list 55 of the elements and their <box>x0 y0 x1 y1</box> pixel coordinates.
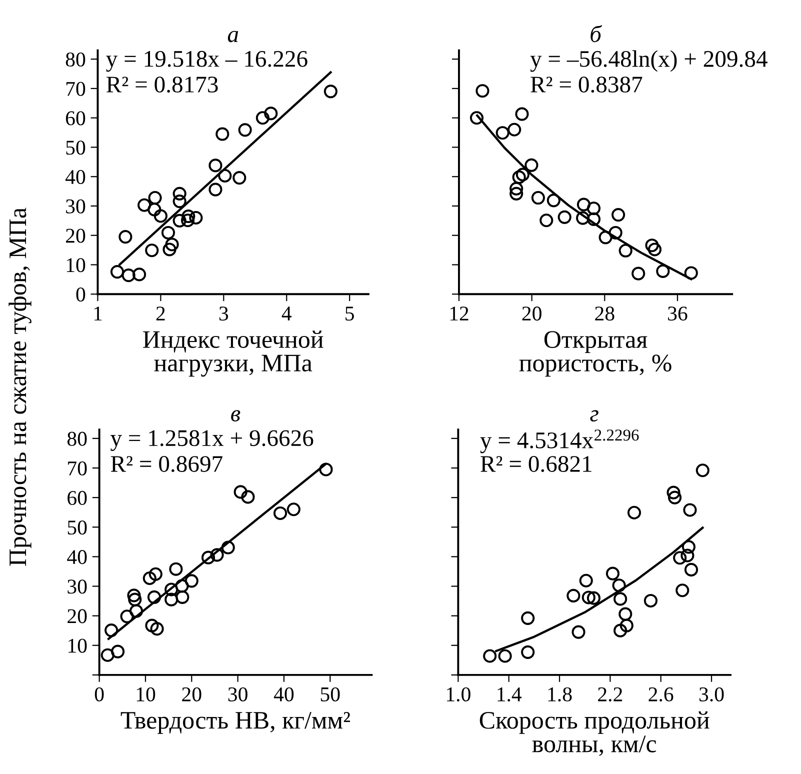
y-tick-label: 10 <box>66 258 86 272</box>
y-tick-label: 10 <box>68 638 87 653</box>
y-tick-label: 70 <box>68 461 87 476</box>
annotation: R² = 0.6821 <box>480 456 592 472</box>
y-tick-label: 0 <box>76 287 86 302</box>
x-tick-label: 1.8 <box>548 687 572 702</box>
annotation: R² = 0.8387 <box>530 76 642 93</box>
x-tick-label: 30 <box>228 687 248 702</box>
annotation: R² = 0.8697 <box>110 456 222 472</box>
x-tick-label: 0 <box>94 687 104 702</box>
y-tick-label: 60 <box>68 490 87 505</box>
x-tick-label: 20 <box>522 306 542 321</box>
x-tick-label: 4 <box>282 306 292 320</box>
annotation: y = 19.518x – 16.226 <box>106 50 308 72</box>
x-tick-label: 12 <box>450 306 468 320</box>
x-tick-label: 50 <box>320 687 340 702</box>
annotation: y = 1.2581x + 9.6626 <box>110 430 314 451</box>
y-tick-label: 70 <box>66 82 86 96</box>
x-axis-title: Скорость продольной волны, км/с <box>480 711 710 756</box>
y-tick-label: 80 <box>67 432 87 446</box>
x-tick-label: 20 <box>182 687 202 702</box>
x-tick-label: 3 <box>219 306 228 321</box>
chart-title: а <box>228 30 238 42</box>
x-tick-label: 1.4 <box>498 687 522 702</box>
x-tick-label: 1.0 <box>446 687 470 702</box>
x-tick-label: 10 <box>136 687 156 702</box>
annotation: y = –56.48ln(x) + 209.84 <box>530 50 768 72</box>
y-tick-label: 30 <box>68 580 87 594</box>
x-tick-label: 40 <box>274 687 294 702</box>
y-axis-title: Прочность на сжатие туфов, МПа <box>8 208 32 566</box>
y-tick-label: 40 <box>65 170 86 184</box>
x-tick-label: 28 <box>595 306 614 321</box>
y-tick-label: 20 <box>66 228 86 243</box>
x-axis-title: Открытая пористость, % <box>519 331 672 377</box>
x-tick-label: 2.2 <box>598 687 622 702</box>
y-tick-label: 60 <box>66 111 86 126</box>
x-tick-label: 2.6 <box>648 687 674 702</box>
x-tick-label: 2 <box>156 306 165 320</box>
y-tick-label: 40 <box>67 550 87 564</box>
y-tick-label: 30 <box>66 199 86 214</box>
annotation: y = 4.5314x$^{2.2296}$ <box>480 430 639 454</box>
x-axis-title: Индекс точечной нагрузки, МПа <box>143 330 324 377</box>
annotation: R² = 0.8173 <box>106 76 218 93</box>
x-axis-title: Твердость HB, кг/мм² <box>120 712 350 734</box>
y-tick-label: 20 <box>68 609 87 624</box>
chart-title: б <box>590 25 602 42</box>
x-tick-label: 1 <box>94 306 102 320</box>
x-tick-label: 5 <box>346 306 354 321</box>
chart-title: в <box>231 410 240 422</box>
y-tick-label: 50 <box>66 140 86 155</box>
x-tick-label: 3.0 <box>699 687 724 702</box>
x-tick-label: 36 <box>668 306 688 321</box>
y-tick-label: 50 <box>68 520 87 535</box>
chart-title: г <box>590 410 598 422</box>
y-tick-label: 80 <box>66 52 86 67</box>
